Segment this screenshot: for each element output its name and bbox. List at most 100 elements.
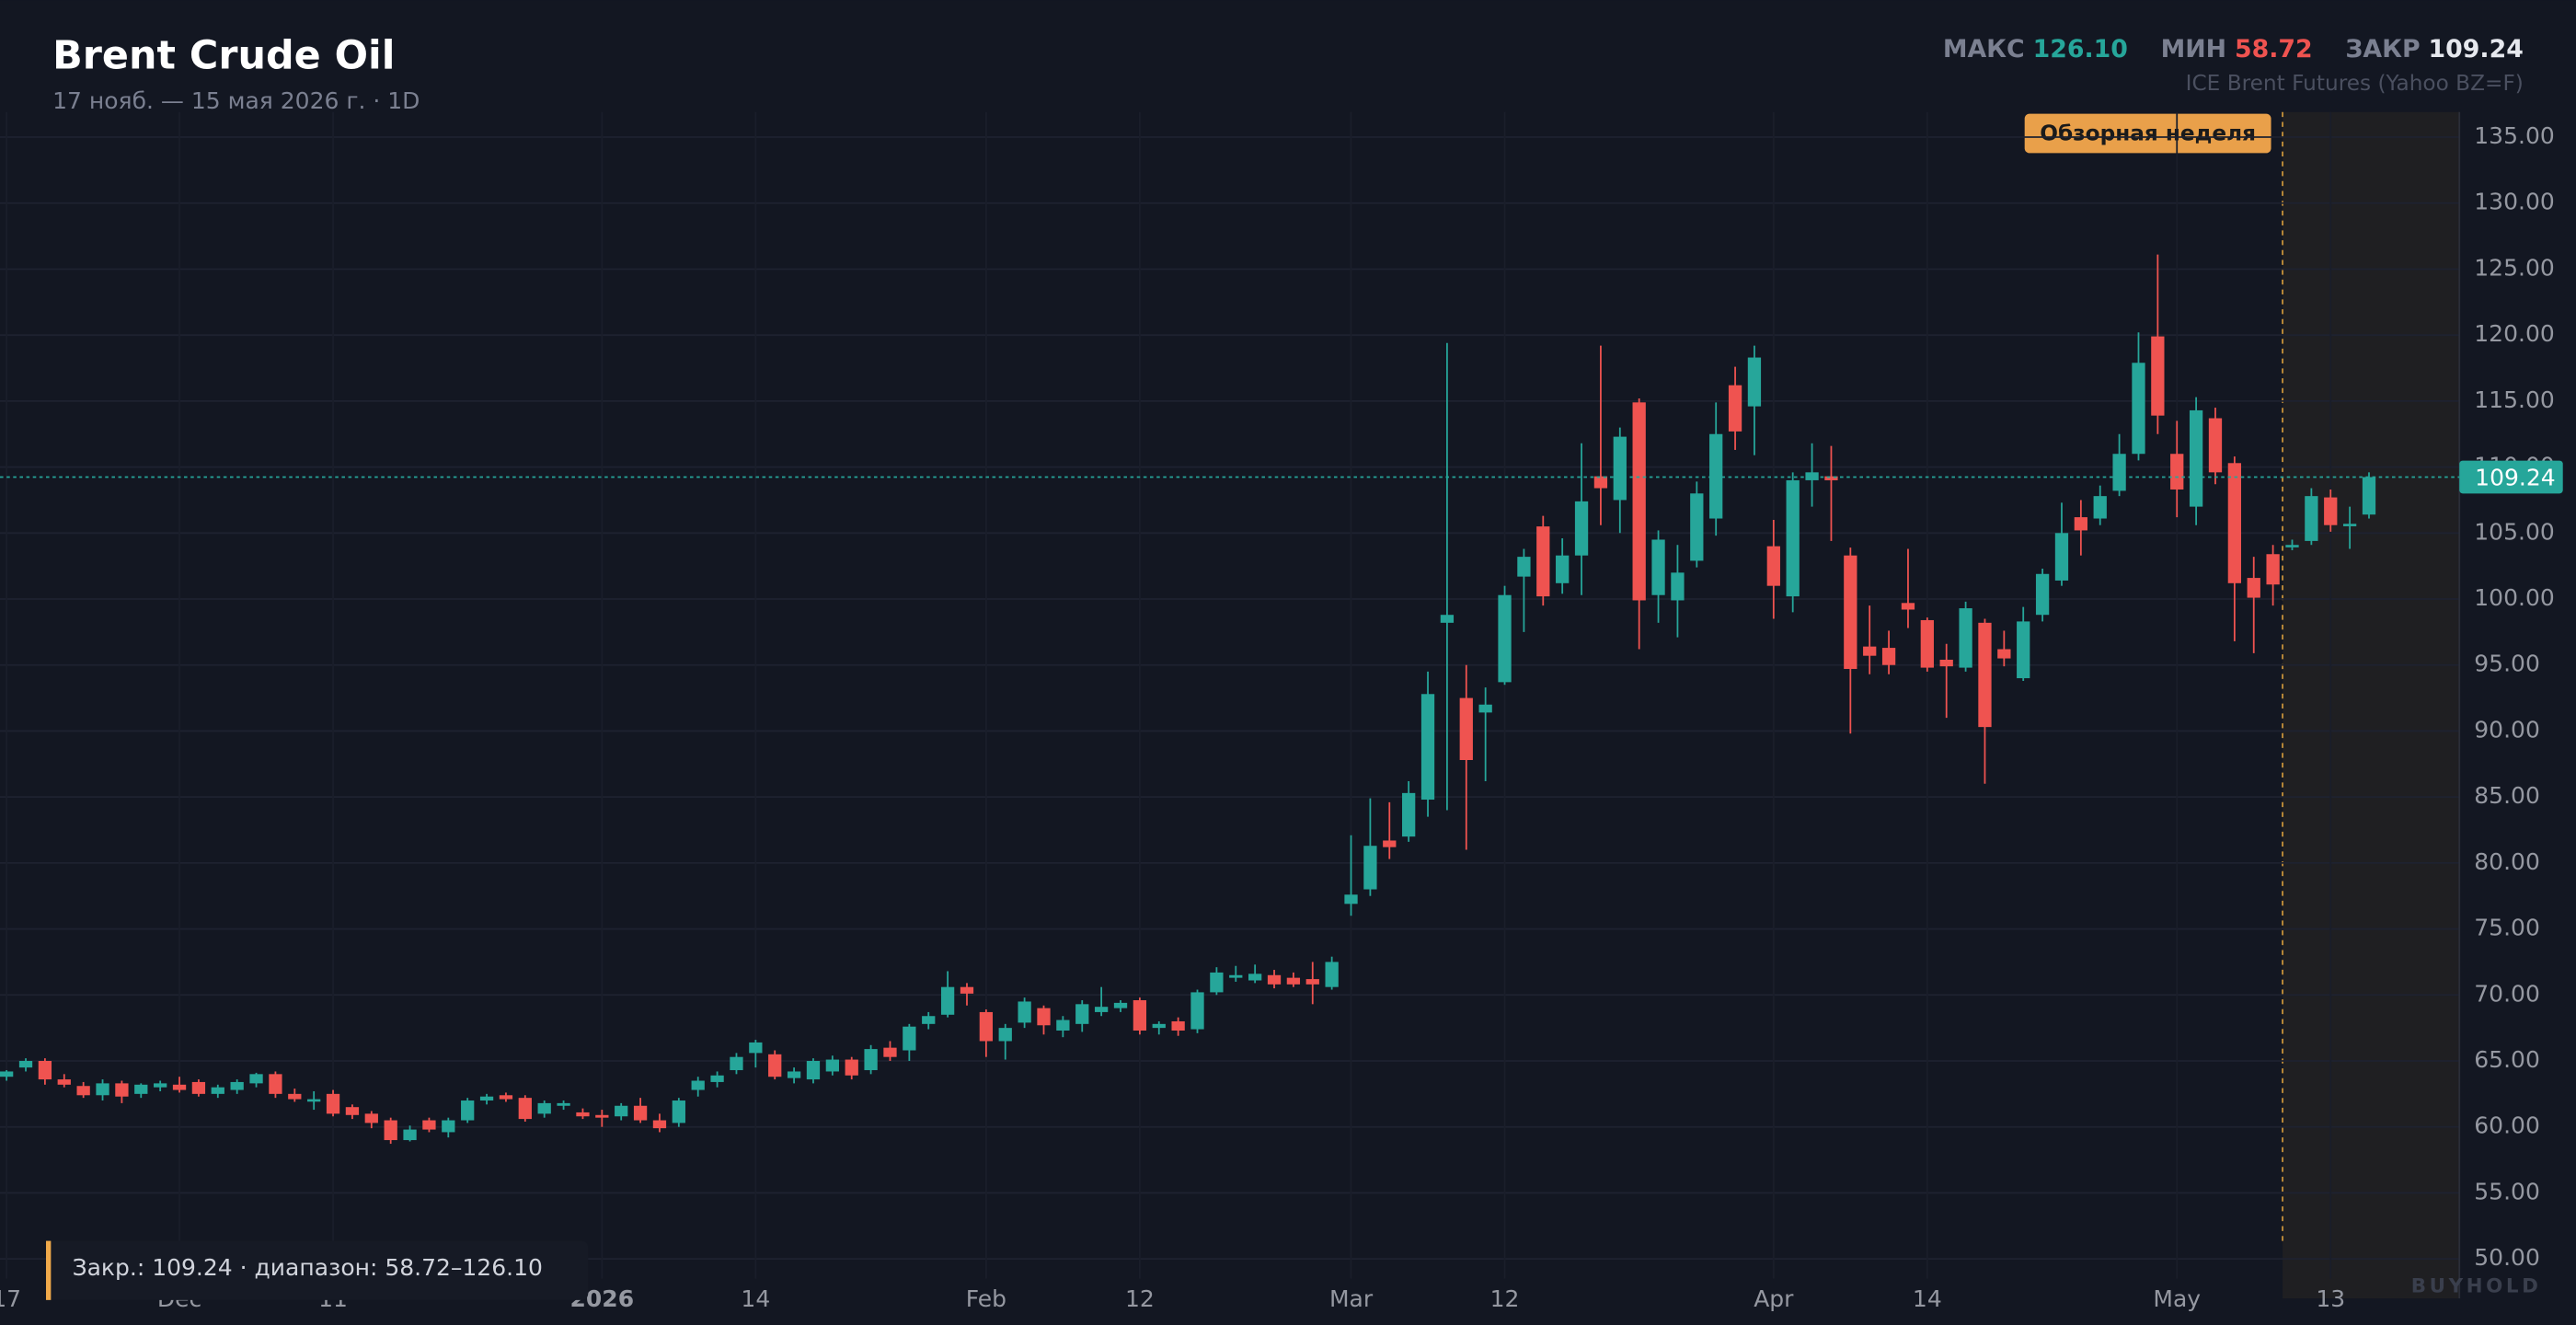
plot-area: Обзорная неделя 50.00 55.00 60.00 65.00 70.00… xyxy=(0,111,2563,1312)
candle-body xyxy=(269,1074,282,1094)
candle-body xyxy=(652,1120,667,1129)
candle-body xyxy=(2170,454,2184,490)
candle-body xyxy=(76,1086,90,1096)
y-tick-label: 105.00 xyxy=(2474,518,2554,545)
title: Brent Crude Oil xyxy=(52,32,395,78)
candle-body xyxy=(1901,603,1915,610)
candle-body xyxy=(364,1113,378,1123)
candle-body xyxy=(845,1059,858,1076)
candle-body xyxy=(576,1112,590,1117)
y-tick-label: 95.00 xyxy=(2474,651,2540,677)
footer-box xyxy=(46,1240,589,1300)
candle-body xyxy=(518,1098,532,1120)
y-tick-label: 90.00 xyxy=(2474,716,2540,743)
candle-body xyxy=(1363,846,1377,890)
candle-body xyxy=(1075,1004,1089,1024)
candle-body xyxy=(1766,546,1780,586)
candle-body xyxy=(1536,526,1550,597)
highlight-band xyxy=(2283,111,2460,1299)
candle-body xyxy=(1671,572,1685,601)
candle-body xyxy=(557,1102,570,1106)
y-tick-label: 55.00 xyxy=(2474,1178,2540,1204)
candle-body xyxy=(1440,615,1455,623)
stat-name: ЗАКР xyxy=(2345,34,2420,63)
last-price-tag xyxy=(2459,460,2563,494)
candle-body xyxy=(1094,1007,1109,1012)
candle-body xyxy=(154,1083,167,1088)
candle-body xyxy=(922,1016,936,1024)
candle-body xyxy=(2017,621,2030,679)
y-tick-label: 115.00 xyxy=(2474,386,2554,413)
candle-body xyxy=(115,1083,129,1097)
candle-body xyxy=(1056,1020,1070,1031)
candle-body xyxy=(537,1102,551,1114)
candle-body xyxy=(883,1047,897,1057)
candle-body xyxy=(1863,646,1877,656)
candle-body xyxy=(2151,336,2165,416)
candle-body xyxy=(1037,1008,1051,1026)
x-tick-label: 13 xyxy=(2316,1285,2345,1312)
candle-body xyxy=(1325,962,1339,987)
candle-body xyxy=(479,1096,494,1101)
y-tick-label: 125.00 xyxy=(2474,254,2554,281)
y-tick-label: 135.00 xyxy=(2474,122,2554,149)
candle-body xyxy=(384,1120,397,1141)
candle-body xyxy=(2112,454,2126,491)
candle-body xyxy=(960,986,974,994)
candle-body xyxy=(134,1084,148,1094)
y-tick-label: 120.00 xyxy=(2474,320,2554,347)
candle-body xyxy=(1805,472,1819,480)
candle-body xyxy=(403,1129,417,1141)
badge-label: Обзорная неделя xyxy=(2040,121,2256,145)
y-tick-label: 75.00 xyxy=(2474,915,2540,941)
candle-body xyxy=(1593,476,1608,489)
x-tick-label: Apr xyxy=(1754,1285,1794,1312)
candle-body xyxy=(1939,659,1953,667)
candle-body xyxy=(288,1093,302,1100)
candle-body xyxy=(1171,1020,1185,1031)
candle-body xyxy=(422,1120,436,1130)
candle-body xyxy=(2035,573,2050,616)
candle-body xyxy=(499,1095,513,1100)
last-price-label: 109.24 xyxy=(2475,464,2555,490)
candle-body xyxy=(2189,409,2203,507)
footer-summary: Закр.: 109.24 · диапазон: 58.72–126.10 xyxy=(73,1254,543,1281)
x-tick-label: 14 xyxy=(1913,1285,1942,1312)
candle-body xyxy=(326,1093,340,1114)
candle-body xyxy=(1344,894,1358,904)
candle-body xyxy=(749,1042,763,1054)
candle-body xyxy=(18,1060,33,1068)
candle-body xyxy=(1824,476,1838,480)
candle-body xyxy=(211,1087,224,1094)
candle-body xyxy=(2093,496,2107,519)
y-tick-label: 80.00 xyxy=(2474,848,2540,875)
candle-body xyxy=(979,1011,994,1042)
y-tick-label: 100.00 xyxy=(2474,584,2554,611)
candle-body xyxy=(2247,578,2260,598)
candle-body xyxy=(2324,497,2338,525)
candle-body xyxy=(1747,357,1762,407)
candle-body xyxy=(2266,554,2280,585)
candle-body xyxy=(2285,545,2299,547)
candle-body xyxy=(1690,493,1704,561)
candle-body xyxy=(1881,648,1896,665)
x-tick-label: Mar xyxy=(1329,1285,1374,1312)
candle-body xyxy=(1248,974,1262,981)
x-tick-label: 12 xyxy=(1490,1285,1520,1312)
candle-body xyxy=(864,1049,878,1071)
candle-body xyxy=(307,1099,321,1102)
candle-body xyxy=(172,1084,187,1090)
candle-body xyxy=(1133,1000,1147,1031)
candle-body xyxy=(1286,977,1301,985)
candle-body xyxy=(1210,972,1224,993)
watermark: BUYHOLD xyxy=(2411,1275,2542,1298)
candle-body xyxy=(1959,608,1972,668)
subtitle: 17 нояб. — 15 мая 2026 г. · 1D xyxy=(52,87,420,114)
x-tick-label: 17 xyxy=(0,1285,21,1312)
source: ICE Brent Futures (Yahoo BZ=F) xyxy=(2186,71,2524,96)
candle-body xyxy=(1517,557,1531,577)
candle-body xyxy=(1267,974,1282,985)
candle-body xyxy=(1420,694,1435,801)
